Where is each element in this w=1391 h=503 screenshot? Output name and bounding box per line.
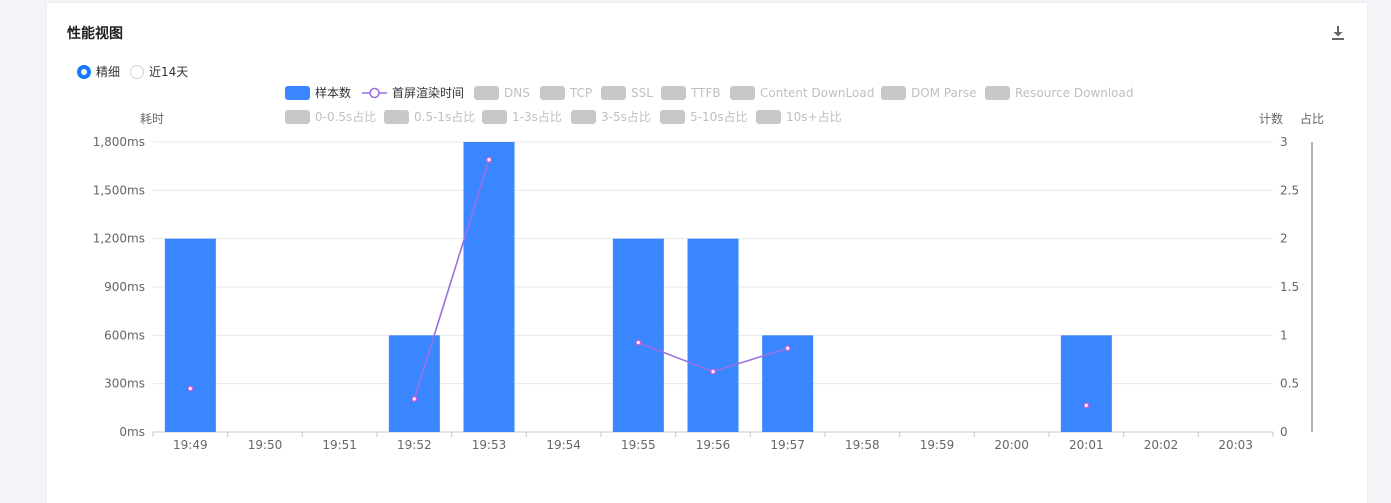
x-tick-label: 20:03 [1218, 438, 1253, 452]
x-tick-label: 19:49 [173, 438, 208, 452]
legend-swatch-inactive [756, 110, 781, 124]
legend-label-inactive: 5-10s占比 [690, 109, 748, 124]
line-point [635, 339, 642, 346]
line-point [486, 156, 492, 163]
y-left-tick-label: 300ms [104, 377, 145, 391]
legend-swatch-inactive [384, 110, 409, 124]
legend-label-inactive: 1-3s占比 [512, 109, 562, 124]
y-left-tick-label: 600ms [104, 328, 145, 342]
y-right2-axis-label: 占比 [1300, 111, 1324, 126]
x-tick-label: 19:58 [845, 438, 880, 452]
y-right-tick-label: 3 [1280, 135, 1288, 149]
y-left-tick-label: 0ms [119, 425, 145, 439]
x-tick-label: 19:53 [472, 438, 507, 452]
legend-label-inactive: 3-5s占比 [601, 109, 651, 124]
legend-label-inactive: DNS [504, 86, 530, 100]
radio-14-days[interactable]: 近14天 [130, 63, 188, 80]
card-title: 性能视图 [67, 26, 123, 42]
y-right-tick-label: 1 [1280, 328, 1288, 342]
legend-swatch-inactive [601, 86, 626, 100]
legend-swatch-inactive [660, 110, 685, 124]
y-right-axis-label: 计数 [1259, 111, 1283, 126]
x-tick-label: 20:00 [994, 438, 1029, 452]
x-tick-label: 19:50 [248, 438, 283, 452]
download-icon[interactable] [1329, 24, 1347, 42]
line-point [1083, 402, 1090, 409]
y-right-tick-label: 0.5 [1280, 377, 1299, 391]
legend-swatch-inactive [540, 86, 565, 100]
y-left-tick-label: 1,200ms [93, 232, 145, 246]
x-tick-label: 20:02 [1144, 438, 1179, 452]
y-right-tick-label: 0 [1280, 425, 1288, 439]
line-point [187, 385, 194, 392]
bar [388, 335, 440, 432]
line-point [710, 368, 716, 375]
legend-swatch-inactive [985, 86, 1010, 100]
legend-label-inactive: Resource Download [1015, 86, 1134, 100]
y-right-tick-label: 2 [1280, 232, 1288, 246]
legend-swatch-bar [285, 86, 310, 100]
legend-label: 样本数 [315, 85, 351, 100]
legend-swatch-inactive [881, 86, 906, 100]
y-left-axis-label: 耗时 [140, 112, 164, 126]
x-tick-label: 19:51 [322, 438, 357, 452]
bar [1060, 335, 1112, 432]
legend-label-inactive: SSL [631, 86, 653, 100]
x-tick-label: 20:01 [1069, 438, 1104, 452]
legend-swatch-inactive [730, 86, 755, 100]
x-tick-label: 19:55 [621, 438, 656, 452]
legend-swatch-inactive [661, 86, 686, 100]
series-line [413, 159, 490, 400]
legend-swatch-inactive [571, 110, 596, 124]
x-tick-label: 19:56 [696, 438, 731, 452]
line-point [784, 345, 791, 352]
radio-checked-icon [77, 64, 91, 79]
y-right-tick-label: 1.5 [1280, 280, 1299, 294]
legend-label-inactive: DOM Parse [911, 86, 976, 100]
bar [164, 238, 216, 432]
y-left-tick-label: 1,800ms [93, 135, 145, 149]
legend-swatch-line-marker [369, 87, 380, 99]
bar [687, 238, 739, 432]
x-tick-label: 19:52 [397, 438, 432, 452]
radio-14-days-label: 近14天 [149, 65, 189, 79]
bar [463, 142, 515, 432]
bar [612, 238, 664, 432]
radio-unchecked-icon [130, 64, 145, 79]
y-left-tick-label: 1,500ms [93, 183, 145, 197]
bar [762, 335, 814, 432]
y-left-tick-label: 900ms [104, 280, 145, 294]
legend-label-inactive: TTFB [690, 86, 721, 100]
legend-label-inactive: 0.5-1s占比 [414, 109, 475, 124]
x-tick-label: 19:54 [546, 438, 581, 452]
time-range-radio-group: 精细 近14天 [77, 63, 198, 80]
legend-label-inactive: 0-0.5s占比 [315, 109, 376, 124]
radio-fine[interactable]: 精细 [77, 63, 120, 80]
legend-swatch-inactive [285, 110, 310, 124]
legend-label-inactive: 10s+占比 [786, 109, 842, 124]
y-right-tick-label: 2.5 [1280, 183, 1299, 197]
legend-label-inactive: Content DownLoad [760, 86, 874, 100]
x-tick-label: 19:59 [920, 438, 955, 452]
legend-label-inactive: TCP [569, 86, 592, 100]
radio-fine-label: 精细 [96, 65, 121, 79]
legend-swatch-inactive [474, 86, 499, 100]
legend-label: 首屏渲染时间 [392, 85, 464, 100]
line-point [411, 396, 418, 402]
x-tick-label: 19:57 [770, 438, 805, 452]
legend-swatch-inactive [482, 110, 507, 124]
